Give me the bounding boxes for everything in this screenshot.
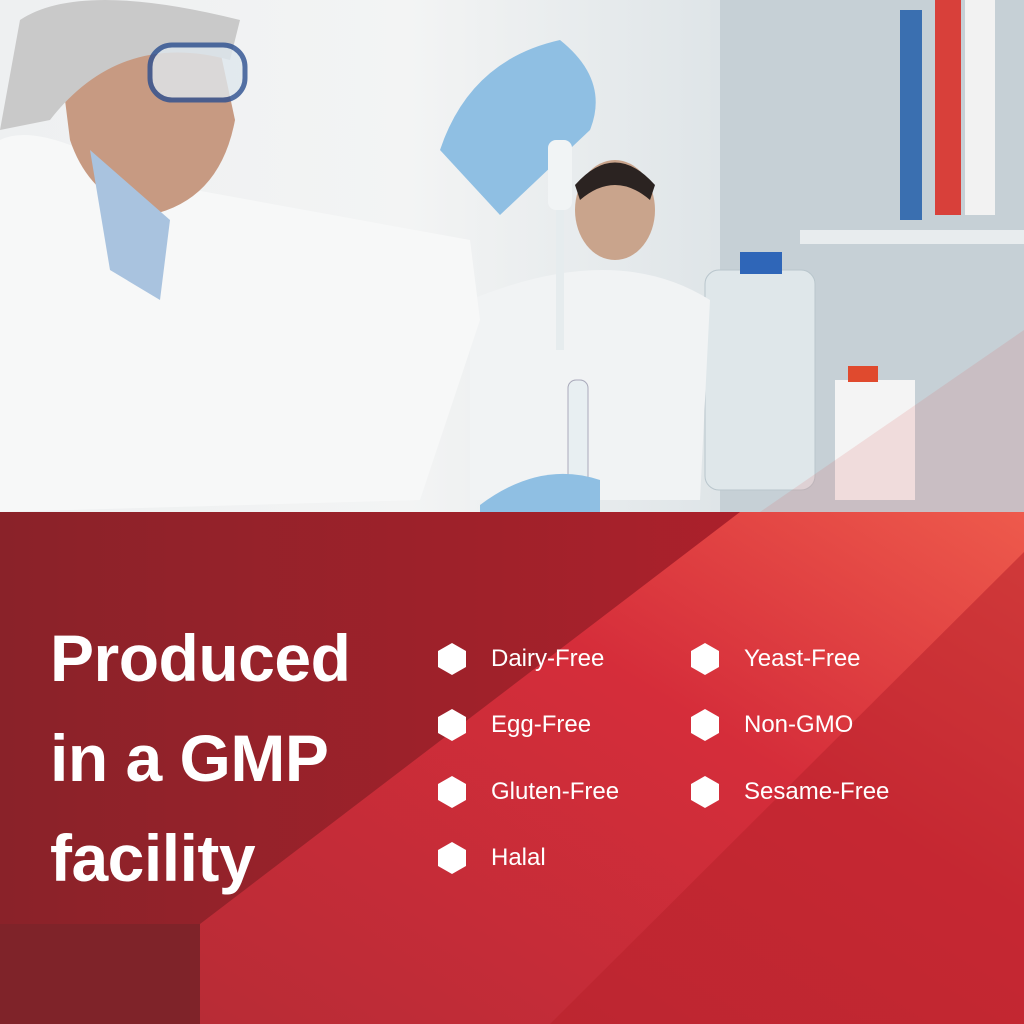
headline-line: facility (50, 821, 256, 895)
feature-panel (0, 512, 1024, 1024)
feature-label: Non-GMO (744, 711, 854, 738)
hexagon-bullet-icon (438, 643, 466, 675)
hexagon-bullet-icon (691, 643, 719, 675)
hexagon-bullet-icon (438, 776, 466, 808)
feature-label: Yeast-Free (744, 645, 861, 672)
feature-item: Sesame-Free (691, 776, 889, 808)
feature-label: Egg-Free (491, 711, 592, 738)
panel-background-shapes (0, 512, 1024, 1024)
feature-label: Sesame-Free (744, 778, 890, 805)
feature-label: Halal (491, 844, 546, 871)
hexagon-bullet-icon (438, 842, 466, 874)
lab-scene-illustration (0, 0, 1024, 512)
headline-line: Produced (50, 621, 351, 695)
headline: Produced in a GMP facility (50, 608, 351, 908)
feature-item: Halal (438, 842, 546, 874)
feature-item: Yeast-Free (691, 643, 861, 675)
hexagon-bullet-icon (691, 776, 719, 808)
feature-item: Non-GMO (691, 709, 853, 741)
lab-photo (0, 0, 1024, 512)
hexagon-bullet-icon (438, 709, 466, 741)
feature-label: Dairy-Free (491, 645, 605, 672)
feature-item: Gluten-Free (438, 776, 619, 808)
headline-line: in a GMP (50, 721, 329, 795)
feature-item: Egg-Free (438, 709, 591, 741)
feature-item: Dairy-Free (438, 643, 604, 675)
hexagon-bullet-icon (691, 709, 719, 741)
feature-label: Gluten-Free (491, 778, 620, 805)
